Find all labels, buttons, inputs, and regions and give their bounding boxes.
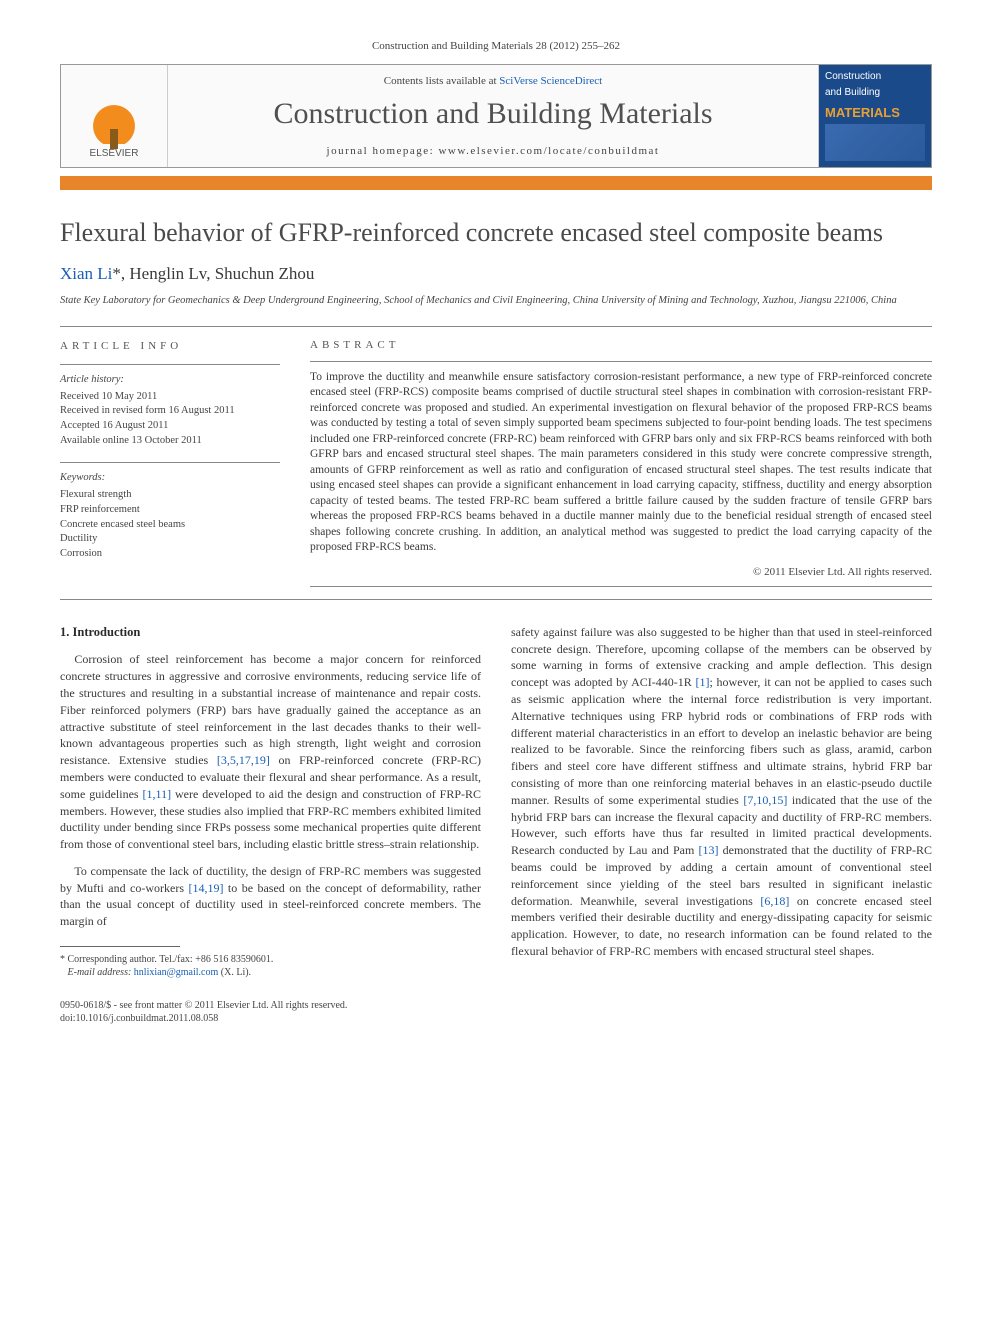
article-history-block: Article history: Received 10 May 2011 Re… <box>60 373 280 448</box>
contents-line: Contents lists available at SciVerse Sci… <box>168 75 818 87</box>
body-paragraph: safety against failure was also suggeste… <box>511 624 932 960</box>
keyword-item: Concrete encased steel beams <box>60 518 280 533</box>
keyword-item: Corrosion <box>60 547 280 562</box>
citation-link[interactable]: [7,10,15] <box>743 793 787 807</box>
history-item: Received 10 May 2011 <box>60 390 280 405</box>
email-suffix: (X. Li). <box>218 967 251 978</box>
divider-mid <box>60 599 932 600</box>
article-info-heading: ARTICLE INFO <box>60 339 280 354</box>
corresponding-mark: * <box>112 264 121 283</box>
divider-top <box>60 326 932 327</box>
homepage-line: journal homepage: www.elsevier.com/locat… <box>168 145 818 157</box>
journal-title: Construction and Building Materials <box>168 97 818 131</box>
bottom-meta: 0950-0618/$ - see front matter © 2011 El… <box>60 999 932 1025</box>
homepage-url: www.elsevier.com/locate/conbuildmat <box>438 145 659 157</box>
history-item: Accepted 16 August 2011 <box>60 419 280 434</box>
keyword-item: FRP reinforcement <box>60 503 280 518</box>
citation-link[interactable]: [3,5,17,19] <box>217 753 270 767</box>
article-title: Flexural behavior of GFRP-reinforced con… <box>60 218 932 248</box>
authors-line: Xian Li*, Henglin Lv, Shuchun Zhou <box>60 264 932 284</box>
divider-abstract-top <box>310 361 932 362</box>
email-label: E-mail address: <box>68 967 132 978</box>
cover-line2: and Building <box>825 87 925 99</box>
email-link[interactable]: hnlixian@gmail.com <box>134 967 218 978</box>
cover-image <box>825 124 925 161</box>
abstract-copyright: © 2011 Elsevier Ltd. All rights reserved… <box>310 566 932 578</box>
keywords-label: Keywords: <box>60 471 280 486</box>
abstract-text: To improve the ductility and meanwhile e… <box>310 370 932 556</box>
divider-abstract-bottom <box>310 586 932 587</box>
keyword-item: Ductility <box>60 532 280 547</box>
keyword-item: Flexural strength <box>60 488 280 503</box>
citation-link[interactable]: [1,11] <box>143 787 172 801</box>
article-info-row: ARTICLE INFO Article history: Received 1… <box>60 339 932 587</box>
sciencedirect-link[interactable]: SciVerse ScienceDirect <box>499 75 602 87</box>
abstract-heading: ABSTRACT <box>310 339 932 351</box>
article-info-left: ARTICLE INFO Article history: Received 1… <box>60 339 280 587</box>
citation-link[interactable]: [13] <box>698 843 718 857</box>
citation-link[interactable]: [14,19] <box>188 881 223 895</box>
elsevier-tree-icon <box>84 84 144 144</box>
journal-banner: ELSEVIER Contents lists available at Sci… <box>60 64 932 168</box>
contents-prefix: Contents lists available at <box>384 75 499 87</box>
cover-line1: Construction <box>825 71 925 83</box>
section-heading-intro: 1. Introduction <box>60 624 481 642</box>
body-column-right: safety against failure was also suggeste… <box>511 624 932 979</box>
divider-info-2 <box>60 462 280 463</box>
text-run: Corrosion of steel reinforcement has bec… <box>60 652 481 767</box>
author-link-1[interactable]: Xian Li <box>60 264 112 283</box>
keywords-block: Keywords: Flexural strength FRP reinforc… <box>60 471 280 561</box>
journal-cover: Construction and Building MATERIALS <box>819 65 931 167</box>
body-paragraph: To compensate the lack of ductility, the… <box>60 863 481 930</box>
history-item: Available online 13 October 2011 <box>60 434 280 449</box>
header-citation: Construction and Building Materials 28 (… <box>60 40 932 52</box>
cover-word: MATERIALS <box>825 105 925 120</box>
text-run: ; however, it can not be applied to case… <box>511 675 932 807</box>
citation-link[interactable]: [6,18] <box>760 894 789 908</box>
publisher-label: ELSEVIER <box>90 148 139 159</box>
front-matter-line: 0950-0618/$ - see front matter © 2011 El… <box>60 999 932 1012</box>
body-columns: 1. Introduction Corrosion of steel reinf… <box>60 624 932 979</box>
footnote-email: E-mail address: hnlixian@gmail.com (X. L… <box>60 966 481 979</box>
abstract-block: ABSTRACT To improve the ductility and me… <box>310 339 932 587</box>
coauthors: , Henglin Lv, Shuchun Zhou <box>121 264 314 283</box>
history-label: Article history: <box>60 373 280 388</box>
homepage-prefix: journal homepage: <box>327 145 439 157</box>
publisher-logo-block: ELSEVIER <box>61 65 167 167</box>
orange-separator-bar <box>60 176 932 190</box>
doi-line: doi:10.1016/j.conbuildmat.2011.08.058 <box>60 1012 932 1025</box>
banner-center: Contents lists available at SciVerse Sci… <box>167 65 819 167</box>
footnote-separator <box>60 946 180 947</box>
history-item: Received in revised form 16 August 2011 <box>60 404 280 419</box>
body-paragraph: Corrosion of steel reinforcement has bec… <box>60 651 481 853</box>
affiliation: State Key Laboratory for Geomechanics & … <box>60 294 932 308</box>
citation-link[interactable]: [1] <box>696 675 710 689</box>
divider-info-1 <box>60 364 280 365</box>
body-column-left: 1. Introduction Corrosion of steel reinf… <box>60 624 481 979</box>
footnote-corresponding: * Corresponding author. Tel./fax: +86 51… <box>60 953 481 966</box>
